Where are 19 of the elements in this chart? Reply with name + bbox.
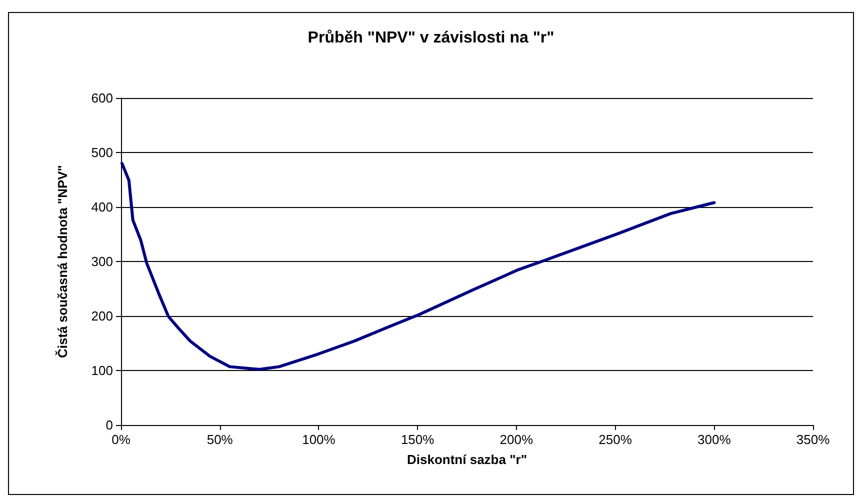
y-tick-label: 200 bbox=[91, 308, 113, 324]
x-tick-label: 300% bbox=[698, 432, 732, 447]
y-tick-label: 600 bbox=[91, 90, 113, 106]
y-tick-label: 500 bbox=[91, 145, 113, 160]
x-tick-label: 250% bbox=[598, 432, 632, 447]
x-tick-label: 0% bbox=[112, 432, 131, 447]
y-tick-label: 400 bbox=[91, 200, 113, 214]
x-tick-label: 200% bbox=[500, 432, 534, 447]
y-axis-title: Čistá současná hodnota "NPV" bbox=[55, 165, 70, 358]
x-tick-label: 100% bbox=[302, 432, 336, 447]
x-tick-label: 350% bbox=[796, 432, 830, 447]
line-series bbox=[120, 162, 716, 371]
y-tick-label: 300 bbox=[91, 254, 113, 269]
y-tick-label: 0 bbox=[106, 418, 113, 432]
y-tick-label: 100 bbox=[91, 363, 113, 378]
x-axis-title: Diskontní sazba "r" bbox=[407, 452, 527, 467]
x-tick-label: 150% bbox=[400, 432, 435, 447]
x-tick-label: 50% bbox=[206, 432, 234, 447]
chart-title: Průběh "NPV" v závislosti na "r" bbox=[308, 30, 554, 46]
